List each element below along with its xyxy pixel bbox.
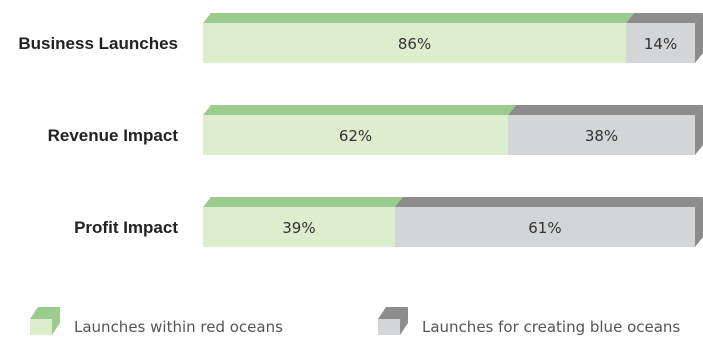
data-label: 39% (282, 219, 315, 237)
legend-swatch (30, 319, 52, 335)
bar-top-segment (203, 197, 403, 207)
bar-segment (203, 115, 509, 155)
data-label: 86% (398, 35, 431, 53)
data-label: 14% (644, 35, 677, 53)
category-label: Revenue Impact (48, 126, 179, 145)
bar-top-segment (626, 13, 703, 23)
bars-group: Business Launches 86% 14% Revenue Impact 62%… (18, 13, 703, 247)
legend-swatch-side (52, 307, 60, 335)
data-label: 62% (339, 127, 372, 145)
data-label: 61% (528, 219, 561, 237)
bar-top-segment (203, 105, 517, 115)
bar-segment (394, 207, 695, 247)
bar-segment (203, 207, 395, 247)
bar-segment (626, 23, 695, 63)
bar-top-segment (508, 105, 703, 115)
bar-side-face (695, 105, 703, 155)
legend-label: Launches for creating blue oceans (422, 318, 680, 336)
legend-label: Launches within red oceans (74, 318, 283, 336)
legend-swatch (378, 319, 400, 335)
bar-top-segment (203, 13, 635, 23)
legend-swatch-top (30, 307, 60, 319)
data-label: 38% (585, 127, 618, 145)
category-label: Profit Impact (74, 218, 178, 237)
bar-segment (508, 115, 695, 155)
bar-top-segment (394, 197, 703, 207)
category-label: Business Launches (18, 34, 178, 53)
legend-swatch-side (400, 307, 408, 335)
bar-side-face (695, 13, 703, 63)
bar-segment (203, 23, 627, 63)
legend: Launches within red oceans Launches for c… (30, 307, 680, 336)
legend-swatch-top (378, 307, 408, 319)
bar-side-face (695, 197, 703, 247)
